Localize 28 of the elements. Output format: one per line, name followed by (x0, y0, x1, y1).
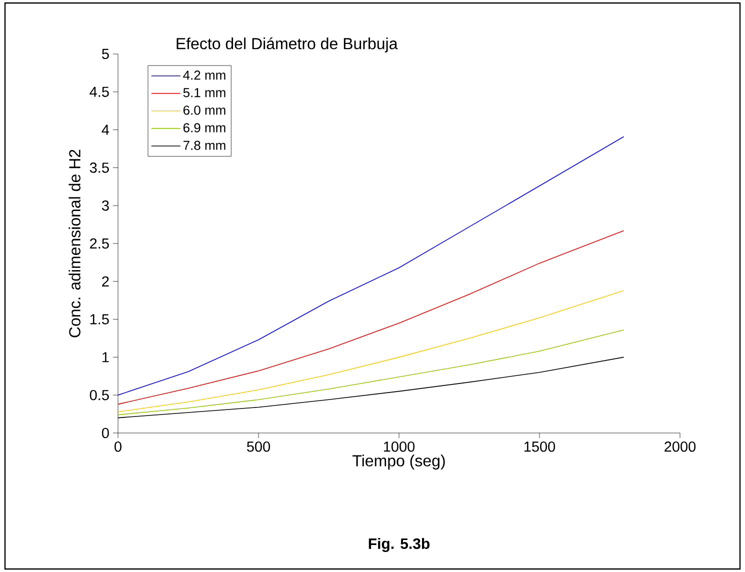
y-tick-label: 1.5 (90, 314, 109, 324)
line-series (118, 136, 624, 396)
y-tick-label: 3.5 (90, 162, 109, 173)
x-tick-label: 2000 (664, 442, 696, 452)
y-tick-label: 4 (102, 124, 110, 135)
legend-label: 6.0 mm (183, 106, 226, 115)
y-tick-label: 1 (102, 352, 109, 362)
y-tick-label: 5 (102, 48, 109, 60)
chart-title: Efecto del Diámetro de Burbuja (176, 37, 398, 52)
line-series (118, 290, 624, 412)
legend-label: 6.9 mm (183, 123, 226, 132)
y-tick-label: 3 (102, 200, 109, 211)
y-tick-label: 2 (102, 276, 109, 286)
x-tick-label: 500 (246, 442, 270, 452)
y-tick-label: 4.5 (90, 86, 109, 97)
y-axis-title: Conc. adimensional de H2 (68, 150, 80, 338)
legend-label: 5.1 mm (183, 88, 226, 98)
x-tick-label: 1500 (524, 442, 556, 452)
line-series (118, 230, 624, 405)
x-tick-label: 1000 (384, 442, 415, 452)
x-axis-title: Tiempo (seg) (352, 454, 445, 470)
legend-label: 7.8 mm (183, 140, 226, 150)
caption: Fig. 5.3b (368, 538, 430, 552)
y-tick-label: 2.5 (90, 238, 109, 249)
y-tick-label: 0.5 (90, 390, 109, 400)
y-tick-label: 0 (102, 428, 109, 438)
legend-label: 4.2 mm (183, 70, 226, 80)
x-tick-label: 0 (114, 442, 122, 452)
